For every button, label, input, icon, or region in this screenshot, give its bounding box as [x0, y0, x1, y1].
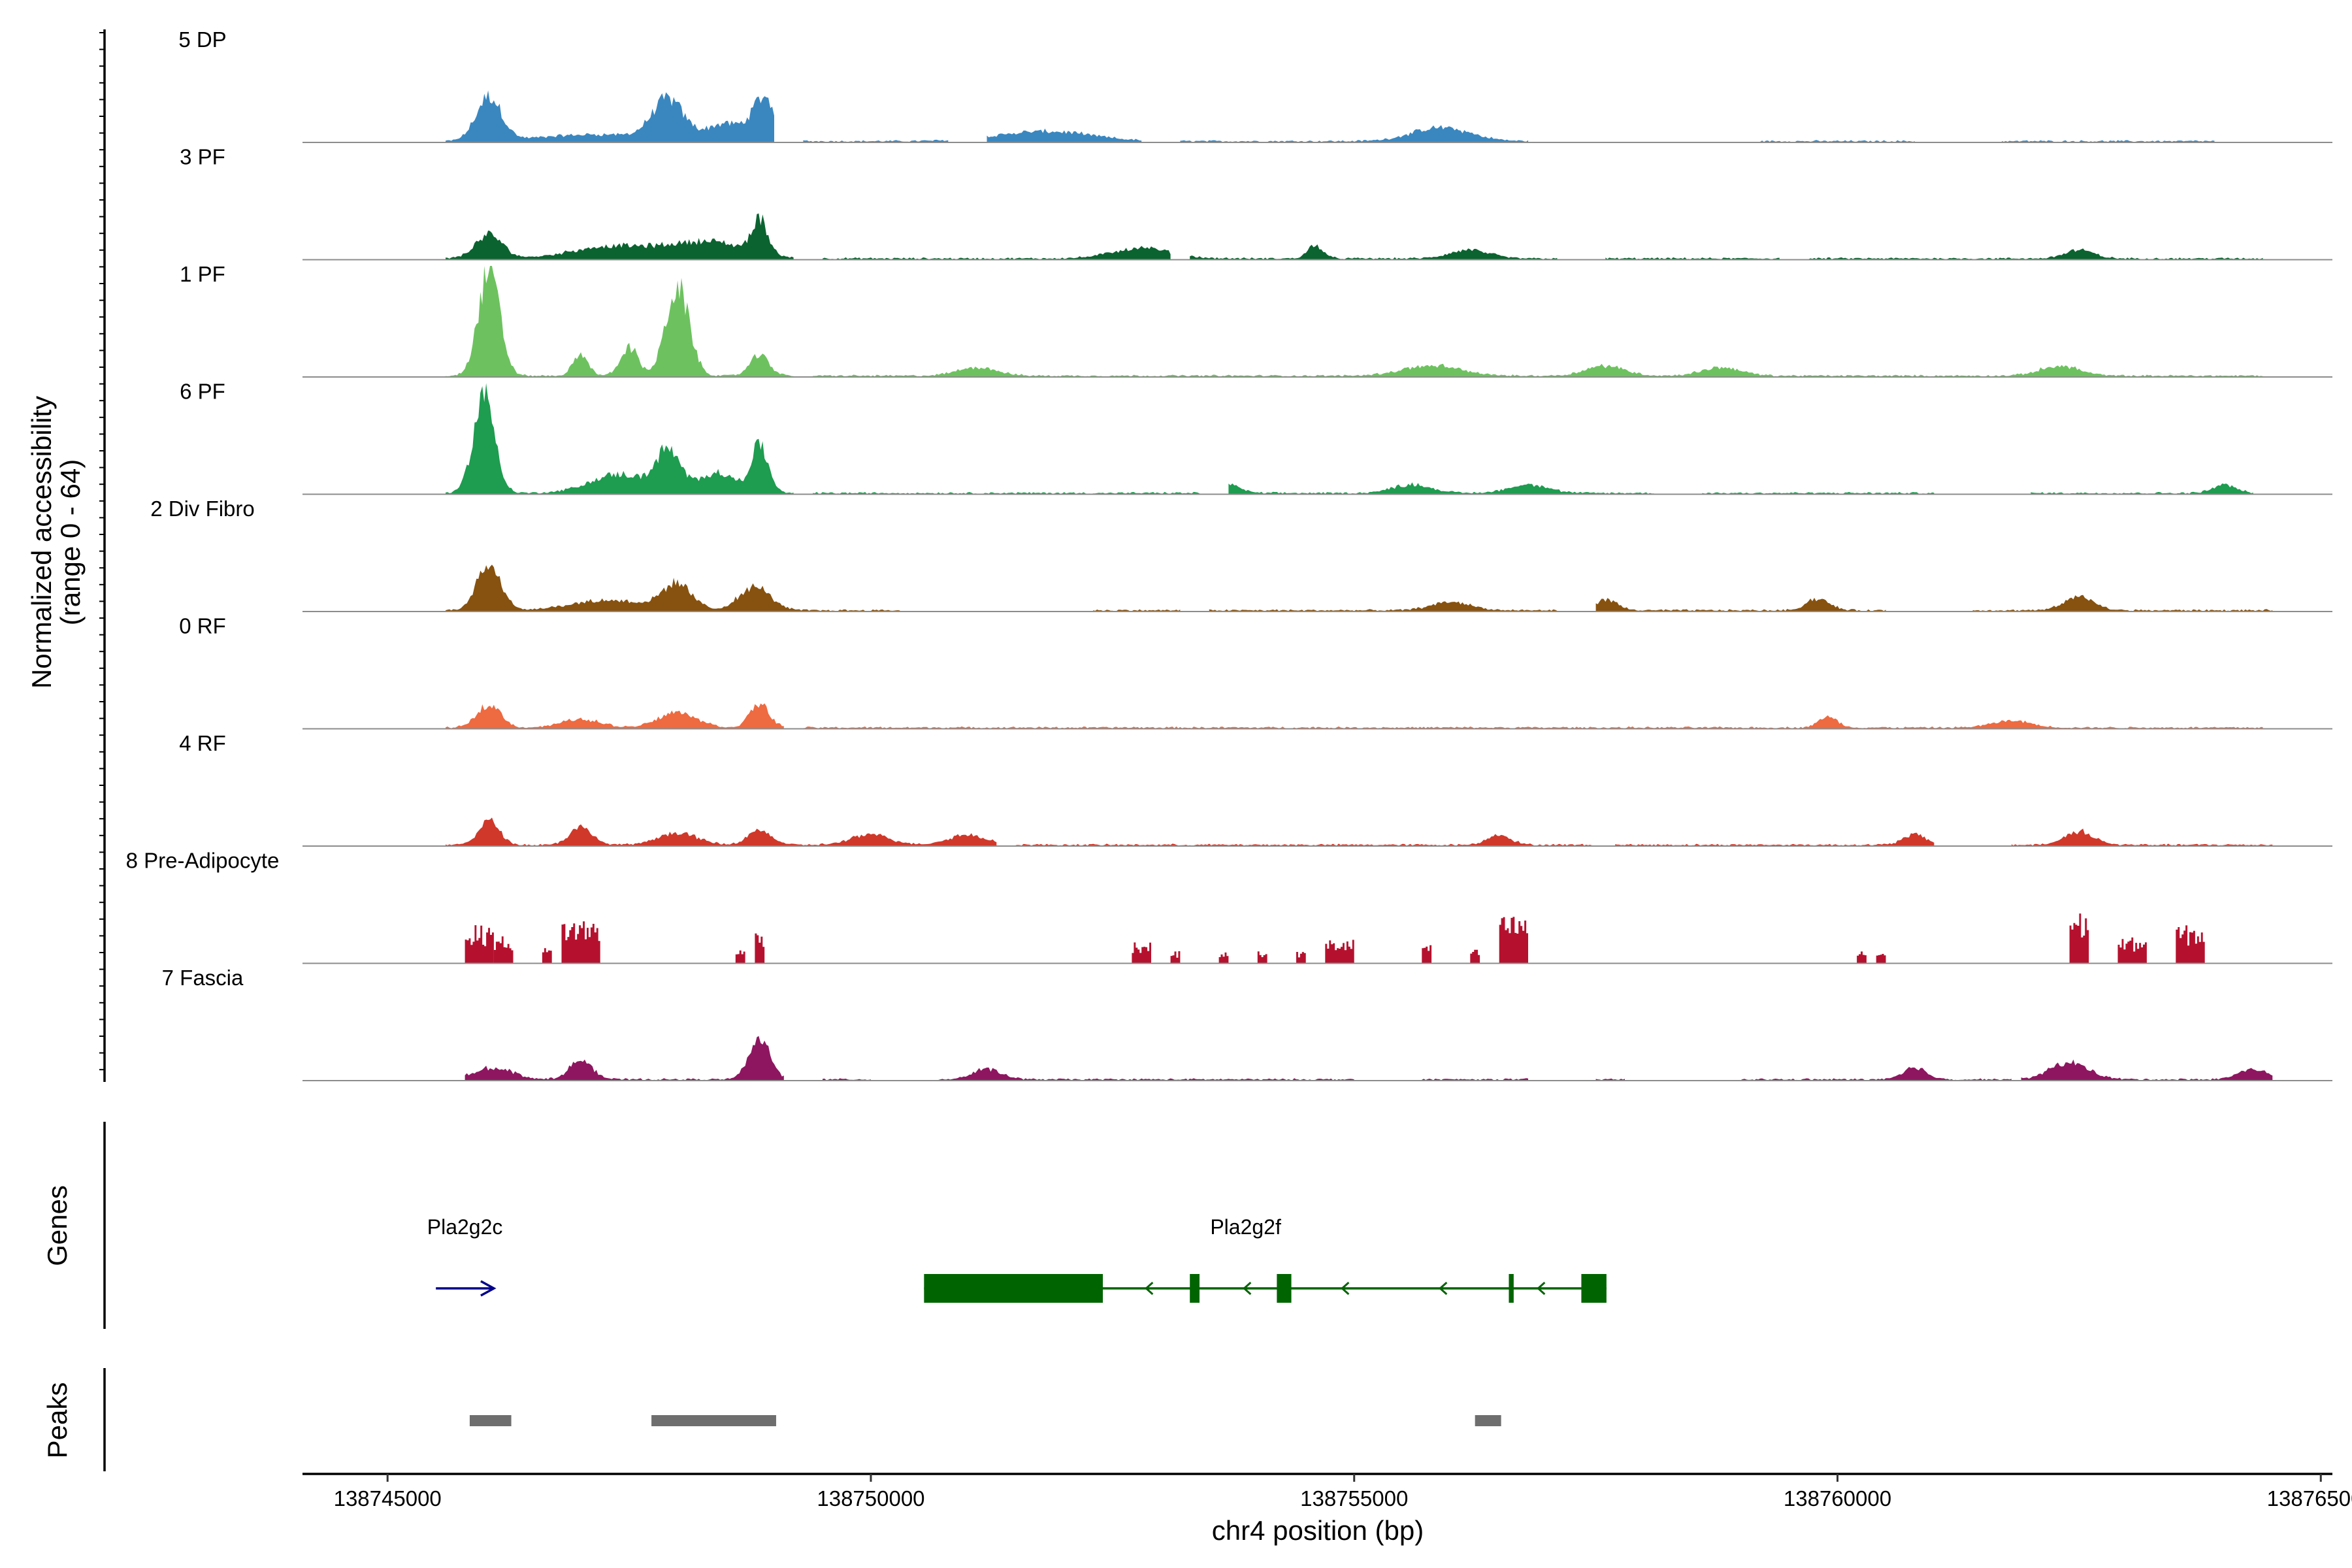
signal-8-pre-adipocyte-2	[493, 936, 514, 964]
signal-8-pre-adipocyte-8	[1170, 951, 1181, 964]
peak-region	[651, 1415, 776, 1426]
x-tick-label: 138750000	[817, 1486, 924, 1511]
signal-8-pre-adipocyte-1	[465, 925, 494, 964]
strand-arrow-icon	[1537, 1281, 1546, 1296]
signal-7-fascia-1	[465, 1036, 784, 1081]
track-5-dp: 5 DP	[178, 27, 2332, 143]
signal-4-rf-3	[1615, 832, 1935, 846]
signal-8-pre-adipocyte-4	[561, 921, 600, 964]
signal-8-pre-adipocyte-3	[542, 948, 552, 964]
signal-8-pre-adipocyte-19	[2117, 937, 2147, 964]
y-axis-title-line1: Normalized accessibility	[26, 396, 57, 689]
signal-7-fascia-3	[938, 1068, 1354, 1081]
signal-0-rf-1	[446, 703, 784, 729]
track-1-pf: 1 PF	[180, 262, 2332, 378]
signal-1-pf-2	[813, 363, 2263, 377]
gene-label-pla2g2c: Pla2g2c	[427, 1215, 503, 1239]
signal-8-pre-adipocyte-14	[1470, 949, 1480, 964]
track-6-pf: 6 PF	[180, 380, 2332, 495]
signal-3-pf-3	[1190, 244, 1558, 260]
signal-6-pf-1	[446, 383, 794, 495]
exon	[1509, 1274, 1514, 1303]
signal-8-pre-adipocyte-18	[2069, 913, 2089, 964]
signal-5-dp-4	[1180, 125, 1528, 142]
signal-8-pre-adipocyte-16	[1857, 951, 1867, 964]
signal-0-rf-2	[803, 715, 2263, 729]
track-label-7-fascia: 7 Fascia	[162, 966, 244, 990]
signal-2-div-fibro-4	[1595, 598, 1886, 612]
track-label-3-pf: 3 PF	[180, 145, 225, 169]
signal-7-fascia-6	[1740, 1067, 2012, 1081]
signal-8-pre-adipocyte-7	[1132, 942, 1151, 964]
signal-8-pre-adipocyte-17	[1876, 954, 1886, 964]
gene-pla2g2c: Pla2g2c	[427, 1215, 503, 1297]
track-label-8-pre-adipocyte: 8 Pre-Adipocyte	[126, 849, 280, 873]
strand-arrow-icon	[1341, 1281, 1350, 1296]
signal-8-pre-adipocyte-6	[755, 933, 765, 964]
signal-4-rf-4	[2011, 828, 2273, 846]
signal-5-dp-3	[987, 128, 1142, 142]
signal-8-pre-adipocyte-20	[2176, 925, 2205, 964]
signal-3-pf-5	[1808, 248, 2263, 260]
strand-arrow-icon	[1243, 1281, 1252, 1296]
signal-8-pre-adipocyte-13	[1422, 945, 1432, 964]
peak-region	[1475, 1415, 1501, 1426]
signal-6-pf-5	[2031, 483, 2253, 495]
gene-pla2g2f: Pla2g2f	[924, 1215, 1607, 1303]
x-tick-label: 138755000	[1300, 1486, 1408, 1511]
track-label-0-rf: 0 RF	[179, 614, 226, 638]
signal-6-pf-3	[1228, 482, 1654, 495]
genes-panel-label: Genes	[42, 1185, 73, 1266]
track-2-div-fibro: 2 Div Fibro	[150, 497, 2332, 612]
track-label-2-div-fibro: 2 Div Fibro	[150, 497, 255, 521]
gene-label-pla2g2f: Pla2g2f	[1210, 1215, 1281, 1239]
track-label-1-pf: 1 PF	[180, 262, 225, 286]
signal-2-div-fibro-1	[446, 564, 900, 612]
x-tick-label: 138760000	[1784, 1486, 1891, 1511]
strand-arrow-icon	[1145, 1281, 1154, 1296]
exon	[1277, 1274, 1292, 1303]
strand-arrow-icon	[480, 1280, 497, 1297]
signal-8-pre-adipocyte-11	[1296, 952, 1306, 964]
y-axis-title-line2: (range 0 - 64)	[55, 459, 86, 625]
signal-8-pre-adipocyte-5	[735, 950, 745, 964]
exon	[924, 1274, 1103, 1303]
track-3-pf: 3 PF	[180, 145, 2332, 261]
signal-1-pf-1	[446, 266, 794, 377]
signal-5-dp-2	[803, 139, 949, 142]
signal-8-pre-adipocyte-15	[1499, 917, 1528, 964]
signal-2-div-fibro-5	[1972, 595, 2273, 612]
peaks-panel-label: Peaks	[42, 1382, 73, 1459]
strand-arrow-icon	[1439, 1281, 1448, 1296]
track-label-6-pf: 6 PF	[180, 380, 225, 404]
x-axis-title: chr4 position (bp)	[1212, 1515, 1424, 1546]
signal-8-pre-adipocyte-10	[1257, 951, 1267, 964]
signal-5-dp-1	[446, 90, 774, 142]
signal-4-rf-1	[446, 817, 997, 846]
signal-8-pre-adipocyte-9	[1218, 952, 1229, 964]
track-7-fascia: 7 Fascia	[162, 966, 2332, 1081]
exon	[1581, 1274, 1607, 1303]
signal-7-fascia-7	[2021, 1059, 2273, 1081]
signal-2-div-fibro-3	[1209, 601, 1558, 612]
x-tick-label: 138745000	[334, 1486, 442, 1511]
peak-region	[469, 1415, 512, 1426]
track-8-pre-adipocyte: 8 Pre-Adipocyte	[126, 849, 2332, 964]
x-tick-label: 138765000	[2267, 1486, 2352, 1511]
track-label-5-dp: 5 DP	[178, 27, 226, 52]
signal-3-pf-1	[446, 213, 794, 260]
signal-4-rf-2	[1015, 834, 1596, 846]
signal-8-pre-adipocyte-12	[1325, 939, 1354, 964]
signal-3-pf-2	[823, 246, 1171, 260]
exon	[1190, 1274, 1200, 1303]
track-4-rf: 4 RF	[179, 731, 2332, 847]
track-0-rf: 0 RF	[179, 614, 2332, 730]
track-label-4-rf: 4 RF	[179, 731, 226, 755]
